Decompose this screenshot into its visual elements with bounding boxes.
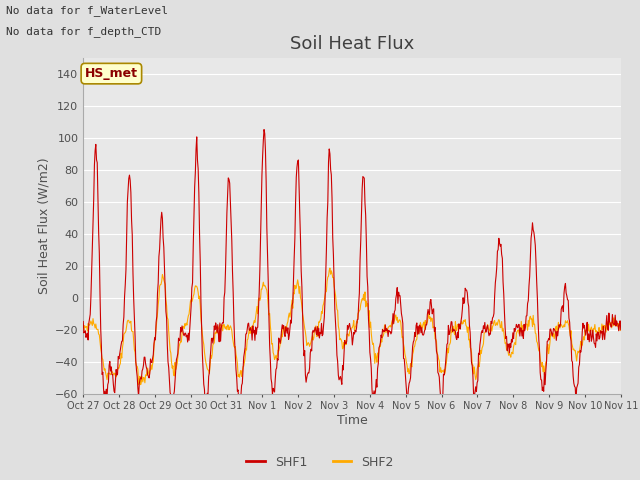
Text: No data for f_WaterLevel: No data for f_WaterLevel <box>6 5 168 16</box>
Text: No data for f_depth_CTD: No data for f_depth_CTD <box>6 26 162 37</box>
Y-axis label: Soil Heat Flux (W/m2): Soil Heat Flux (W/m2) <box>38 157 51 294</box>
X-axis label: Time: Time <box>337 414 367 427</box>
Title: Soil Heat Flux: Soil Heat Flux <box>290 35 414 53</box>
Text: HS_met: HS_met <box>85 67 138 80</box>
Legend: SHF1, SHF2: SHF1, SHF2 <box>241 451 399 474</box>
